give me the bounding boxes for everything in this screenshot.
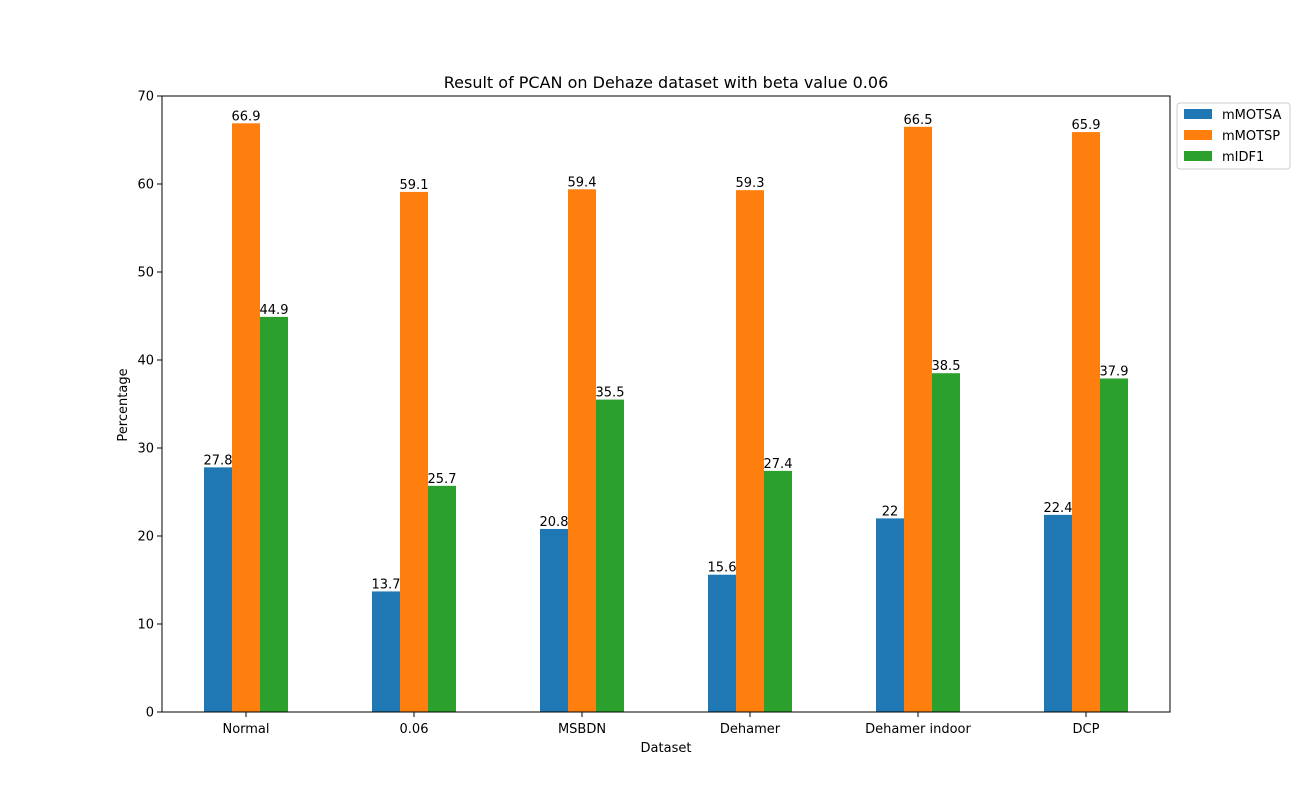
bar-mMOTSP-1 <box>400 191 428 713</box>
y-tick-label: 70 <box>137 90 154 105</box>
data-label-mMOTSA-5: 22.4 <box>1044 501 1073 516</box>
data-label-mMOTSP-4: 66.5 <box>904 113 933 128</box>
data-label-mMOTSA-3: 15.6 <box>708 561 737 576</box>
x-tick-label: Dehamer indoor <box>865 722 971 737</box>
bar-mIDF1-0 <box>260 316 288 712</box>
bar-mMOTSA-5 <box>1044 514 1072 712</box>
x-tick-label: Normal <box>222 722 269 737</box>
bar-mIDF1-2 <box>596 399 624 712</box>
data-label-mMOTSA-1: 13.7 <box>372 577 401 592</box>
data-label-mIDF1-1: 25.7 <box>428 472 457 487</box>
y-tick-label: 10 <box>137 618 154 633</box>
legend-label-mMOTSP: mMOTSP <box>1222 129 1280 144</box>
x-axis: Normal 0.06 MSBDN Dehamer Dehamer indoor DCP <box>222 712 1100 737</box>
y-axis: 0 10 20 30 40 50 60 70 <box>137 90 162 721</box>
data-label-mIDF1-2: 35.5 <box>596 386 625 401</box>
legend-swatch-mMOTSA <box>1184 109 1212 119</box>
data-label-mIDF1-4: 38.5 <box>932 359 961 374</box>
bar-mMOTSA-3 <box>708 574 736 712</box>
bar-mMOTSA-1 <box>372 591 400 712</box>
data-labels-layer: 27.8 66.9 44.9 13.7 59.1 25.7 20.8 59.4 35.5 15.6… <box>204 109 1129 592</box>
x-axis-label: Dataset <box>641 741 692 756</box>
bar-mMOTSP-2 <box>568 189 596 712</box>
bar-mIDF1-3 <box>764 470 792 712</box>
bar-mIDF1-1 <box>428 485 456 712</box>
y-tick-label: 40 <box>137 354 154 369</box>
data-label-mMOTSA-0: 27.8 <box>204 453 233 468</box>
data-label-mMOTSP-3: 59.3 <box>736 176 765 191</box>
y-tick-label: 0 <box>146 706 154 721</box>
data-label-mMOTSP-2: 59.4 <box>568 175 597 190</box>
bar-mMOTSP-4 <box>904 126 932 713</box>
bar-mMOTSA-4 <box>876 518 904 712</box>
data-label-mMOTSP-5: 65.9 <box>1072 118 1101 133</box>
legend-swatch-mMOTSP <box>1184 130 1212 140</box>
y-tick-label: 20 <box>137 530 154 545</box>
x-tick-label: DCP <box>1073 722 1100 737</box>
legend-label-mMOTSA: mMOTSA <box>1222 108 1282 123</box>
bar-mMOTSA-2 <box>540 528 568 712</box>
data-label-mMOTSA-2: 20.8 <box>540 515 569 530</box>
x-tick-label: MSBDN <box>558 722 606 737</box>
bar-mMOTSP-0 <box>232 123 260 712</box>
bar-mMOTSA-0 <box>204 467 232 712</box>
bar-mMOTSP-5 <box>1072 132 1100 712</box>
data-label-mMOTSP-1: 59.1 <box>400 178 429 193</box>
legend-label-mIDF1: mIDF1 <box>1222 150 1264 165</box>
bar-mMOTSP-3 <box>736 190 764 712</box>
x-tick-label: 0.06 <box>400 722 429 737</box>
bar-mIDF1-4 <box>932 373 960 712</box>
data-label-mIDF1-5: 37.9 <box>1100 364 1129 379</box>
y-tick-label: 30 <box>137 442 154 457</box>
data-label-mIDF1-0: 44.9 <box>260 303 289 318</box>
plot-frame <box>161 95 1171 713</box>
legend-swatch-mIDF1 <box>1184 151 1212 161</box>
data-label-mMOTSP-0: 66.9 <box>232 109 261 124</box>
bar-mIDF1-5 <box>1100 378 1128 712</box>
y-tick-label: 60 <box>137 178 154 193</box>
chart-title: Result of PCAN on Dehaze dataset with be… <box>444 73 889 92</box>
data-label-mMOTSA-4: 22 <box>882 504 899 519</box>
legend: mMOTSA mMOTSP mIDF1 <box>1176 102 1291 170</box>
y-axis-label: Percentage <box>116 368 131 441</box>
bars-layer <box>204 123 1128 713</box>
data-label-mIDF1-3: 27.4 <box>764 457 793 472</box>
y-tick-label: 50 <box>137 266 154 281</box>
x-tick-label: Dehamer <box>720 722 781 737</box>
